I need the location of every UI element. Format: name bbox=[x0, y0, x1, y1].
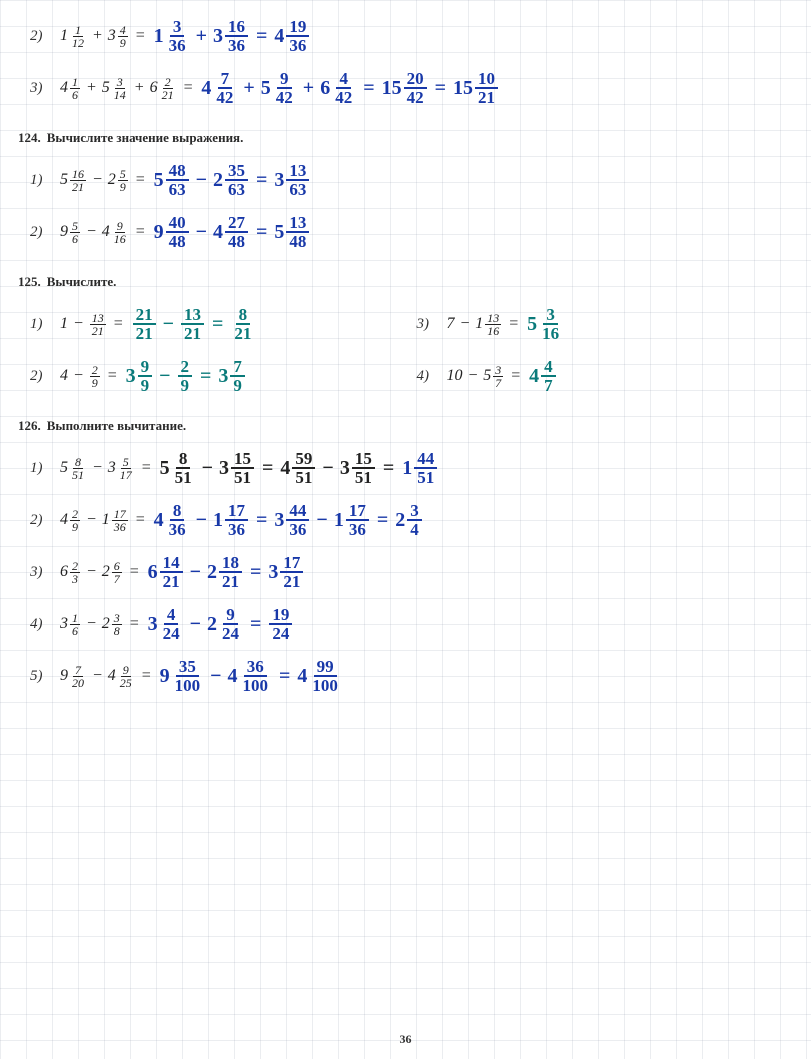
handwritten-expr: 447 bbox=[529, 358, 557, 394]
problem-row: 2) 429−11736=4836−11736=34436−11736=234 bbox=[30, 496, 799, 544]
problem-index: 3) bbox=[30, 80, 50, 97]
problem-index: 3) bbox=[30, 564, 50, 581]
problem-index: 2) bbox=[30, 368, 50, 385]
handwritten-expr: 5851−31551=45951−31551= bbox=[160, 450, 399, 486]
problem-index: 4) bbox=[30, 616, 50, 633]
printed-expr: 416+5314+6221= bbox=[60, 76, 197, 101]
handwritten-expr: 54863−23563=31363 bbox=[154, 162, 311, 198]
printed-expr: 7−11316= bbox=[447, 312, 524, 337]
problem-index: 1) bbox=[30, 316, 50, 333]
problem-row: 2) 956−4916=94048−42748=51348 bbox=[30, 208, 799, 256]
handwritten-expr: 94048−42748=51348 bbox=[154, 214, 311, 250]
problem-index: 2) bbox=[30, 224, 50, 241]
problem-row: 3) 416+5314+6221=4742+5942+6442=152042=15… bbox=[30, 64, 799, 112]
printed-expr: 1112+349= bbox=[60, 24, 150, 49]
printed-expr: 1−1321= bbox=[60, 312, 128, 337]
problem-row: 3) 623−267=61421−21821=31721 bbox=[30, 548, 799, 596]
handwritten-expr: 4742+5942+6442=152042=151021 bbox=[201, 70, 499, 106]
problem-row: 4) 316−238=3424−2924=1924 bbox=[30, 600, 799, 648]
problem-index: 3) bbox=[417, 316, 437, 333]
handwritten-expr: 3424−2924=1924 bbox=[148, 606, 294, 642]
printed-expr: 956−4916= bbox=[60, 220, 150, 245]
problem-index: 1) bbox=[30, 172, 50, 189]
problem-row: 1) 51621−259=54863−23563=31363 bbox=[30, 156, 799, 204]
problem-index: 2) bbox=[30, 512, 50, 529]
problem-index: 4) bbox=[417, 368, 437, 385]
section-title: 124.Вычислите значение выражения. bbox=[18, 130, 799, 146]
printed-expr: 623−267= bbox=[60, 560, 144, 585]
problem-row: 5) 9720−4925=935100−436100=499100 bbox=[30, 652, 799, 700]
printed-expr: 51621−259= bbox=[60, 168, 150, 193]
printed-expr: 4−29= bbox=[60, 364, 122, 389]
handwritten-expr: 4836−11736=34436−11736=234 bbox=[154, 502, 423, 538]
page-number: 36 bbox=[400, 1032, 412, 1047]
problem-row: 1) 5851−3517=5851−31551=45951−31551=14451 bbox=[30, 444, 799, 492]
handwritten-expr: 1336+31636=41936 bbox=[154, 18, 311, 54]
problem-row-split: 1) 1−1321=2121−1321=821 3) 7−11316=5316 bbox=[30, 300, 799, 348]
printed-expr: 316−238= bbox=[60, 612, 144, 637]
problem-row: 2) 1112+349=1336+31636=41936 bbox=[30, 12, 799, 60]
problem-index: 5) bbox=[30, 668, 50, 685]
printed-expr: 10−537= bbox=[447, 364, 526, 389]
handwritten-expr: 399−29=379 bbox=[126, 358, 246, 394]
handwritten-expr: 61421−21821=31721 bbox=[148, 554, 305, 590]
printed-expr: 5851−3517= bbox=[60, 456, 156, 481]
page-content: 2) 1112+349=1336+31636=41936 3) 416+5314+62… bbox=[0, 0, 811, 700]
printed-expr: 9720−4925= bbox=[60, 664, 156, 689]
handwritten-expr: 2121−1321=821 bbox=[132, 306, 256, 342]
section-title: 126.Выполните вычитание. bbox=[18, 418, 799, 434]
printed-expr: 429−11736= bbox=[60, 508, 150, 533]
problem-row-split: 2) 4−29=399−29=379 4) 10−537=447 bbox=[30, 352, 799, 400]
handwritten-expr: 935100−436100=499100 bbox=[160, 658, 342, 694]
handwritten-expr: 14451 bbox=[402, 450, 438, 486]
problem-index: 2) bbox=[30, 28, 50, 45]
handwritten-expr: 5316 bbox=[527, 306, 563, 342]
problem-index: 1) bbox=[30, 460, 50, 477]
section-title: 125.Вычислите. bbox=[18, 274, 799, 290]
